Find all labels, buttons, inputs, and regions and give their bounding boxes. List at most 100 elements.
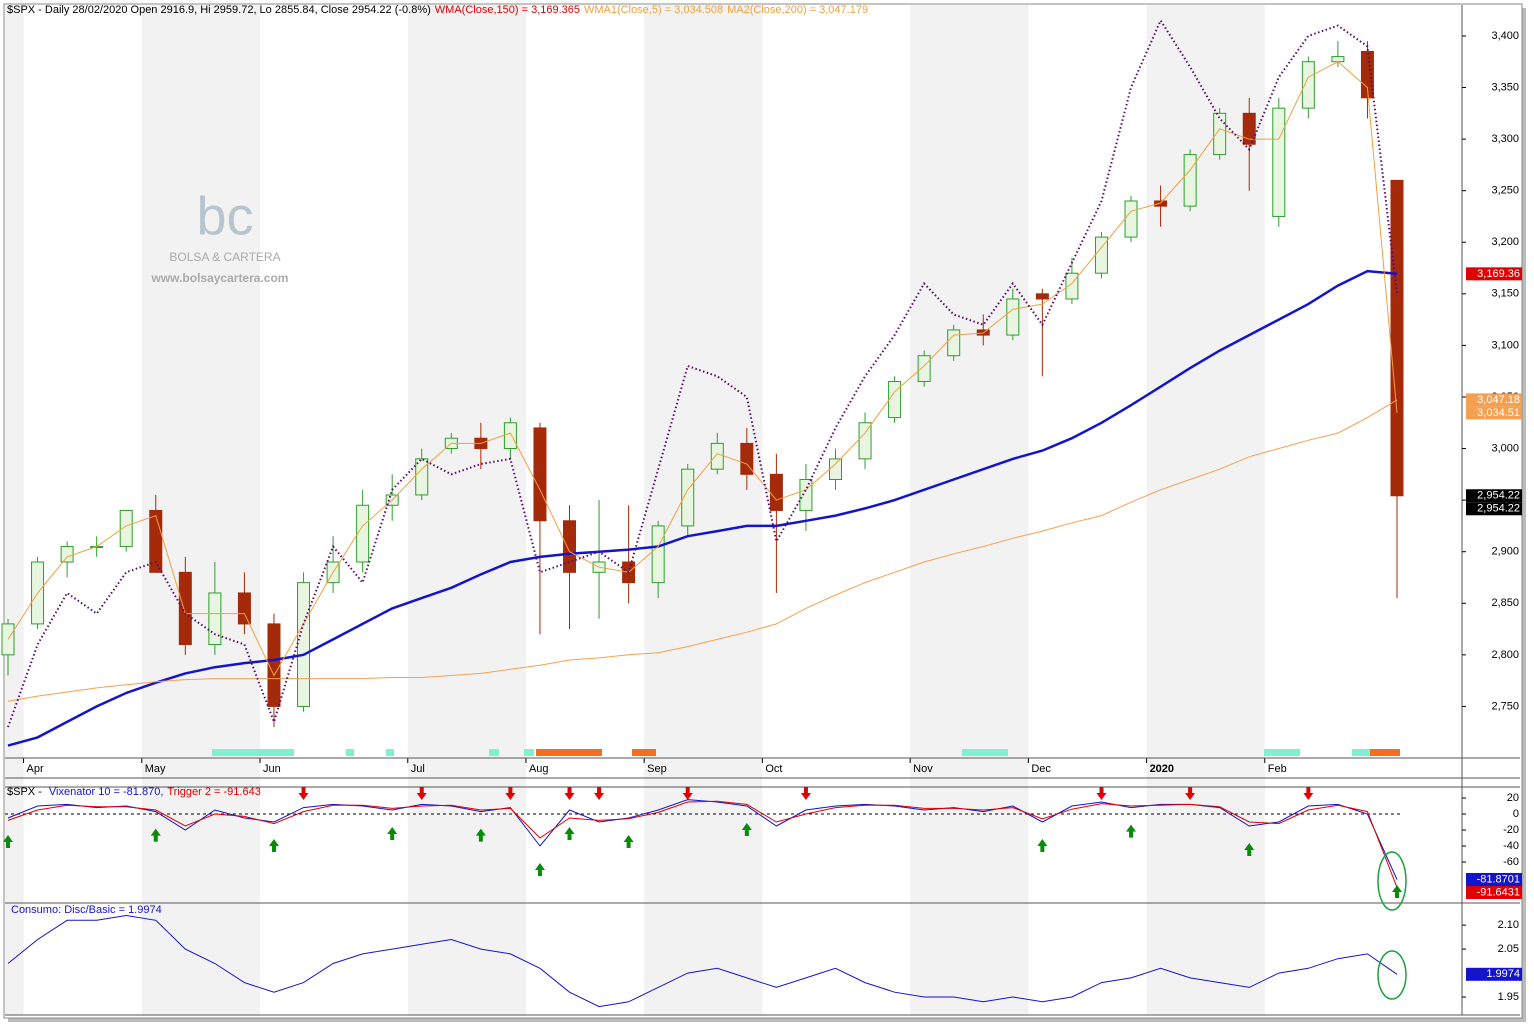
last-value-label: 3,034.51 — [1477, 407, 1520, 419]
last-value-box — [1466, 406, 1522, 420]
buy-arrow — [1244, 843, 1255, 856]
buy-arrow — [1126, 824, 1137, 838]
y-tick-label: 3,300 — [1491, 133, 1519, 145]
signal-strip — [212, 749, 1400, 756]
series-line — [7, 18, 1398, 728]
x-tick-label: Sep — [647, 763, 667, 775]
series-line — [7, 914, 1398, 1008]
sell-arrow — [1185, 787, 1196, 800]
candle-body — [563, 520, 577, 573]
legend-entry: Vixenator 10 = -81.870, — [49, 786, 163, 798]
buy-arrow — [475, 828, 486, 842]
x-tick-label: Dec — [1031, 763, 1051, 775]
y-tick-label: 20 — [1507, 792, 1519, 804]
candle-body — [681, 468, 695, 527]
panel-header: $SPX - Daily 28/02/2020 Open 2916.9, Hi … — [7, 4, 868, 16]
last-value-label: 3,047.18 — [1477, 394, 1520, 406]
last-value-label: 2,954.22 — [1477, 490, 1520, 502]
candle-body — [1154, 200, 1168, 207]
candle-body — [769, 473, 783, 511]
candle-body — [237, 592, 251, 625]
signal-bar — [489, 749, 499, 756]
sell-arrow — [594, 787, 605, 800]
candle-body — [1213, 112, 1227, 156]
month-shade — [407, 5, 526, 1015]
candle-body — [1035, 293, 1049, 300]
buy-arrow — [1037, 839, 1048, 852]
x-tick-label: Oct — [765, 763, 782, 775]
signal-bar — [1370, 749, 1400, 756]
signal-bar — [1352, 749, 1370, 756]
candle-body — [1006, 298, 1020, 336]
legend-entry: Consumo: Disc/Basic = 1.9974 — [11, 904, 162, 916]
highlight-ellipse — [1377, 851, 1407, 911]
candle-body — [1124, 200, 1138, 238]
last-value-label: 1.9974 — [1486, 968, 1520, 980]
month-shade — [5, 5, 24, 1015]
last-value-label: -91.6431 — [1477, 886, 1520, 898]
x-tick-label: Aug — [529, 763, 549, 775]
sell-arrow — [682, 787, 693, 800]
candle-body — [297, 582, 311, 707]
candle-body — [917, 355, 931, 383]
sell-arrow — [1096, 787, 1107, 800]
candle-body — [710, 442, 724, 470]
signal-bar — [386, 749, 394, 756]
y-tick-label: 2,750 — [1491, 700, 1519, 712]
candle-body — [947, 329, 961, 357]
x-tick-label: Feb — [1268, 763, 1287, 775]
signal-bar — [346, 749, 354, 756]
y-tick-label: 3,000 — [1491, 442, 1519, 454]
buy-arrow — [534, 863, 545, 876]
y-tick-label: 3,200 — [1491, 236, 1519, 248]
candle-body — [356, 504, 370, 563]
signal-bar — [632, 749, 656, 756]
candle-body — [858, 422, 872, 460]
signal-bar — [576, 749, 602, 756]
signal-bar — [536, 749, 576, 756]
sell-arrow — [1303, 787, 1314, 800]
y-tick-label: 1.95 — [1498, 991, 1519, 1003]
candle-body — [60, 546, 74, 563]
y-tick-label: 3,400 — [1491, 30, 1519, 42]
last-value-box — [1466, 489, 1522, 503]
x-tick-label: Jul — [411, 763, 425, 775]
chart-title: $SPX - — [7, 786, 45, 798]
month-shade — [1146, 5, 1265, 1015]
candle-body — [1242, 112, 1256, 145]
candle-body — [1183, 154, 1197, 207]
candle-body — [415, 458, 429, 496]
buy-arrow — [623, 835, 634, 848]
signal-bar — [524, 749, 534, 756]
y-tick-label: 2.05 — [1498, 943, 1519, 955]
buy-arrow — [150, 828, 161, 842]
last-value-box — [1466, 502, 1522, 516]
last-value-box — [1466, 872, 1522, 886]
sell-arrow — [564, 787, 575, 800]
y-tick-label: 3,250 — [1491, 185, 1519, 197]
buy-arrow — [3, 835, 13, 848]
signal-bar — [962, 749, 1008, 756]
candle-body — [1360, 50, 1374, 99]
y-tick-label: 0 — [1513, 808, 1519, 820]
candle-body — [503, 422, 517, 450]
y-tick-label: 3,350 — [1491, 81, 1519, 93]
y-tick-label: 3,100 — [1491, 339, 1519, 351]
x-tick-label: May — [145, 763, 166, 775]
last-value-label: 2,954.22 — [1477, 503, 1520, 515]
signal-bar — [212, 749, 294, 756]
x-tick-label: 2020 — [1150, 763, 1174, 775]
sell-arrow — [800, 787, 811, 800]
last-value-box — [1466, 885, 1522, 899]
watermark-logo: bc — [196, 186, 253, 246]
chart-title: $SPX - Daily 28/02/2020 Open 2916.9, Hi … — [7, 4, 431, 16]
series-line — [7, 269, 1398, 747]
signal-bar — [1264, 749, 1300, 756]
month-shade — [644, 5, 763, 1015]
y-tick-label: 2,850 — [1491, 597, 1519, 609]
highlight-ellipse — [1377, 950, 1407, 1000]
month-shade — [910, 5, 1029, 1015]
candle-body — [651, 525, 665, 584]
candle-body — [888, 381, 902, 419]
